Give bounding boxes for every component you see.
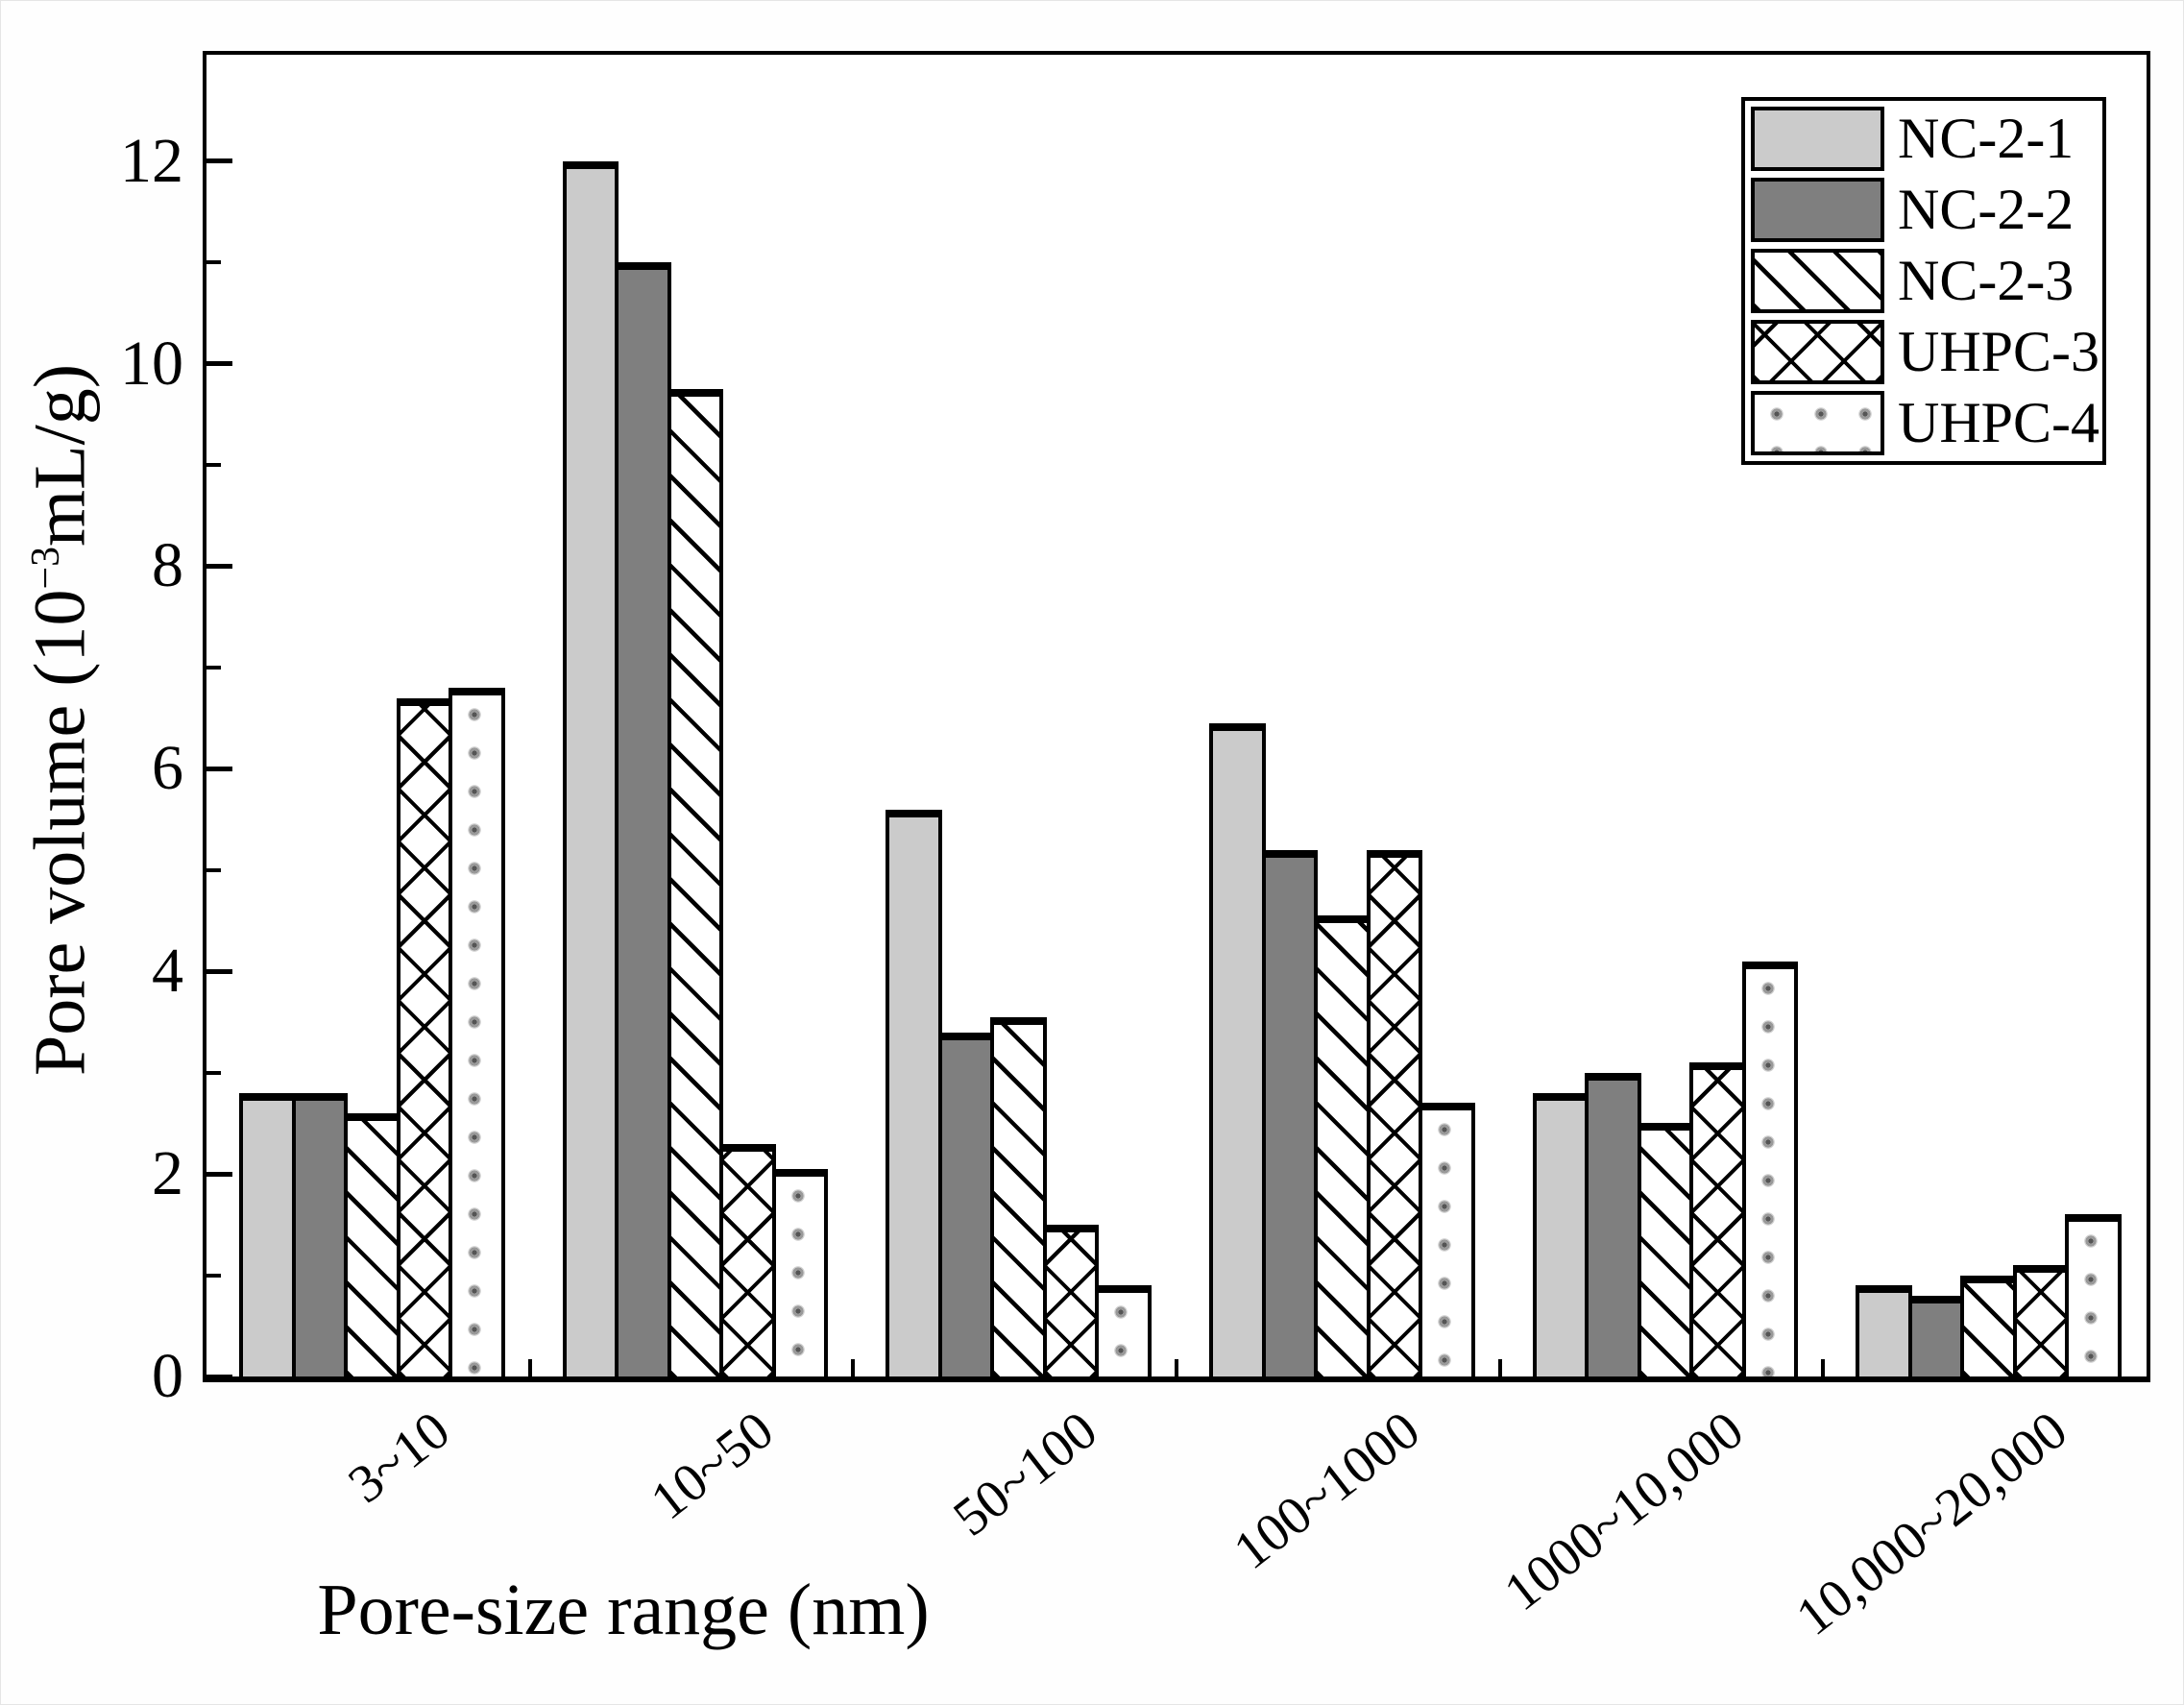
- legend-swatch-UHPC-3: [1751, 320, 1884, 384]
- bar-UHPC-3-100~1000: [1366, 849, 1422, 1376]
- legend-label: NC-2-2: [1898, 178, 2075, 241]
- bar-UHPC-3-10~50: [719, 1143, 776, 1376]
- legend: NC-2-1 NC-2-2 NC-2-3 UHPC-3 UHPC-4: [1741, 97, 2106, 465]
- y-tick-label: 6: [152, 733, 183, 804]
- legend-swatch-UHPC-4: [1751, 391, 1884, 455]
- bar-UHPC-4-100~1000: [1419, 1103, 1475, 1376]
- legend-label: NC-2-3: [1898, 249, 2075, 312]
- bar-UHPC-4-10~50: [771, 1168, 829, 1376]
- bar-UHPC-4-50~100: [1095, 1285, 1152, 1376]
- bar-NC-2-1-10~50: [562, 160, 619, 1376]
- y-tick-label: 12: [120, 125, 183, 196]
- y-minor-tick: [206, 867, 221, 872]
- bar-UHPC-4-1000~10,000: [1741, 961, 1799, 1376]
- bar-NC-2-2-50~100: [937, 1032, 995, 1376]
- y-minor-tick: [206, 260, 221, 265]
- bar-NC-2-2-3~10: [291, 1092, 348, 1376]
- bar-NC-2-3-1000~10,000: [1637, 1123, 1694, 1376]
- legend-row-NC-2-2: NC-2-2: [1751, 178, 2097, 242]
- bar-UHPC-3-50~100: [1042, 1224, 1100, 1376]
- legend-swatch-NC-2-1: [1751, 107, 1884, 171]
- y-major-tick: [206, 361, 232, 367]
- bar-NC-2-1-10,000~20,000: [1856, 1285, 1912, 1376]
- y-minor-tick: [206, 463, 221, 468]
- legend-row-UHPC-3: UHPC-3: [1751, 320, 2100, 384]
- bar-NC-2-3-10,000~20,000: [1960, 1275, 2017, 1376]
- legend-swatch-NC-2-2: [1751, 178, 1884, 242]
- x-category-label: 3~10: [337, 1400, 462, 1516]
- bar-NC-2-1-100~1000: [1209, 722, 1266, 1376]
- y-tick-label: 8: [152, 530, 183, 601]
- bar-UHPC-3-10,000~20,000: [2012, 1265, 2070, 1376]
- y-major-tick: [206, 1374, 232, 1379]
- x-axis-title: Pore-size range (nm): [317, 1570, 930, 1650]
- legend-label: UHPC-4: [1898, 391, 2100, 454]
- bar-NC-2-1-3~10: [239, 1092, 296, 1376]
- bar-NC-2-1-1000~10,000: [1532, 1092, 1589, 1376]
- y-major-tick: [206, 158, 232, 164]
- bar-NC-2-3-10~50: [667, 388, 724, 1376]
- y-tick-label: 2: [152, 1138, 183, 1209]
- bar-NC-2-3-50~100: [990, 1016, 1047, 1376]
- y-major-tick: [206, 563, 232, 569]
- bar-NC-2-3-100~1000: [1314, 915, 1371, 1376]
- y-major-tick: [206, 1171, 232, 1177]
- y-minor-tick: [206, 1070, 221, 1075]
- plot-inner: [206, 55, 2147, 1379]
- legend-label: NC-2-1: [1898, 107, 2075, 170]
- legend-label: UHPC-3: [1898, 320, 2100, 383]
- bar-NC-2-1-50~100: [886, 809, 942, 1376]
- legend-row-UHPC-4: UHPC-4: [1751, 391, 2100, 455]
- y-minor-tick: [206, 1273, 221, 1278]
- y-major-tick: [206, 968, 232, 974]
- legend-row-NC-2-1: NC-2-1: [1751, 107, 2097, 171]
- x-boundary-tick: [1175, 1359, 1178, 1376]
- bar-UHPC-3-3~10: [396, 697, 452, 1376]
- x-boundary-tick: [851, 1359, 856, 1376]
- x-boundary-tick: [527, 1359, 532, 1376]
- bar-NC-2-2-10~50: [615, 262, 671, 1376]
- bar-NC-2-3-3~10: [344, 1112, 400, 1376]
- y-major-tick: [206, 766, 232, 771]
- x-boundary-tick: [1821, 1359, 1826, 1376]
- bar-NC-2-2-10,000~20,000: [1907, 1295, 1965, 1376]
- bar-UHPC-3-1000~10,000: [1689, 1062, 1746, 1376]
- bar-NC-2-2-100~1000: [1261, 849, 1318, 1376]
- y-tick-label: 4: [152, 936, 183, 1007]
- bar-NC-2-2-1000~10,000: [1585, 1072, 1641, 1376]
- y-minor-tick: [206, 665, 221, 670]
- legend-swatch-NC-2-3: [1751, 249, 1884, 313]
- y-tick-label: 10: [120, 328, 183, 399]
- legend-row-NC-2-3: NC-2-3: [1751, 249, 2097, 313]
- bar-UHPC-4-3~10: [449, 688, 505, 1376]
- bar-UHPC-4-10,000~20,000: [2065, 1214, 2122, 1376]
- y-tick-label: 0: [152, 1341, 183, 1411]
- x-boundary-tick: [1497, 1359, 1502, 1376]
